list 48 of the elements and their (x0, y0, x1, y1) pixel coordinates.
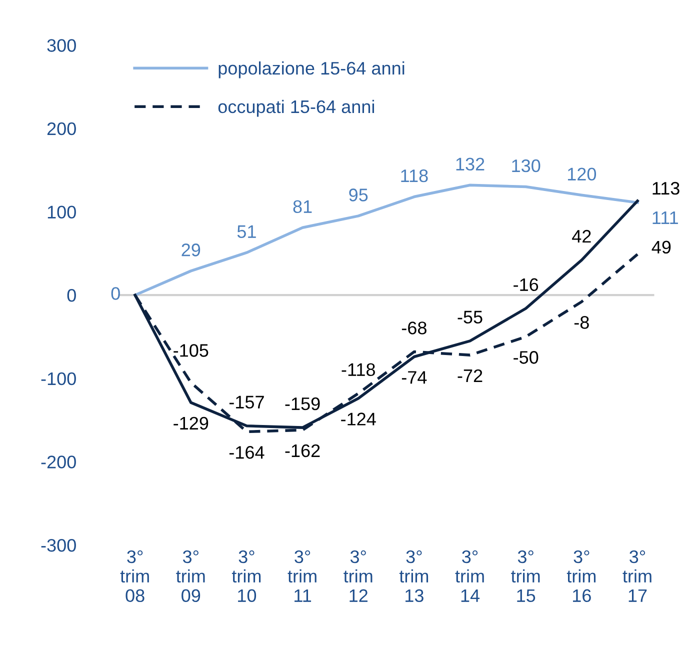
data-label: -74 (402, 371, 427, 384)
y-tick-label: -100 (41, 372, 76, 386)
x-tick-label: 3° trim 16 (566, 550, 596, 602)
data-label: -159 (285, 397, 320, 410)
x-tick-label: 3° trim 11 (288, 550, 316, 602)
x-tick-label: 3° trim 10 (232, 550, 261, 602)
x-tick-label: 3° trim 14 (455, 550, 484, 602)
data-label: -118 (342, 363, 375, 376)
data-label: 29 (182, 244, 200, 256)
data-label: 81 (293, 200, 312, 214)
x-tick-label: 3° trim 17 (622, 550, 652, 602)
data-label: -157 (229, 396, 264, 409)
x-tick-label: 3° trim 13 (399, 550, 428, 602)
data-label: 0 (111, 287, 120, 300)
data-label: -105 (174, 344, 208, 357)
data-label: -55 (458, 310, 482, 324)
x-tick-label: 3° trim 08 (120, 550, 149, 602)
data-label: -68 (402, 322, 426, 334)
y-tick-label: -200 (41, 456, 76, 468)
line-series (134, 184, 639, 296)
x-tick-label: 3° trim 09 (176, 550, 205, 602)
x-tick-label: 3° trim 15 (511, 550, 540, 602)
data-label: -129 (174, 416, 208, 430)
data-label: 113 (652, 182, 680, 195)
y-tick-label: 200 (47, 122, 76, 136)
data-label: 111 (652, 212, 678, 224)
data-label: 130 (512, 159, 540, 172)
data-label: -8 (574, 316, 589, 329)
y-tick-label: 300 (47, 39, 76, 52)
y-tick-label: -300 (41, 538, 76, 552)
data-label: -50 (514, 351, 538, 364)
data-label: 51 (237, 225, 256, 238)
data-label: 132 (456, 158, 484, 171)
x-tick-label: 3° trim 12 (344, 550, 372, 602)
y-tick-label: 0 (67, 289, 76, 302)
data-label: 42 (572, 230, 591, 243)
data-label: -16 (514, 278, 538, 292)
data-label: -162 (285, 444, 320, 458)
legend-label: popolazione 15-64 anni (218, 61, 404, 78)
data-label: 95 (349, 188, 368, 202)
data-label: -72 (458, 369, 482, 382)
data-label: -164 (229, 446, 264, 459)
data-label: 49 (652, 240, 671, 254)
data-label: 120 (568, 168, 596, 181)
y-tick-label: 100 (48, 206, 76, 218)
legend-label: occupati 15-64 anni (218, 100, 374, 117)
data-label: 118 (401, 169, 428, 182)
data-label: -124 (341, 412, 376, 426)
